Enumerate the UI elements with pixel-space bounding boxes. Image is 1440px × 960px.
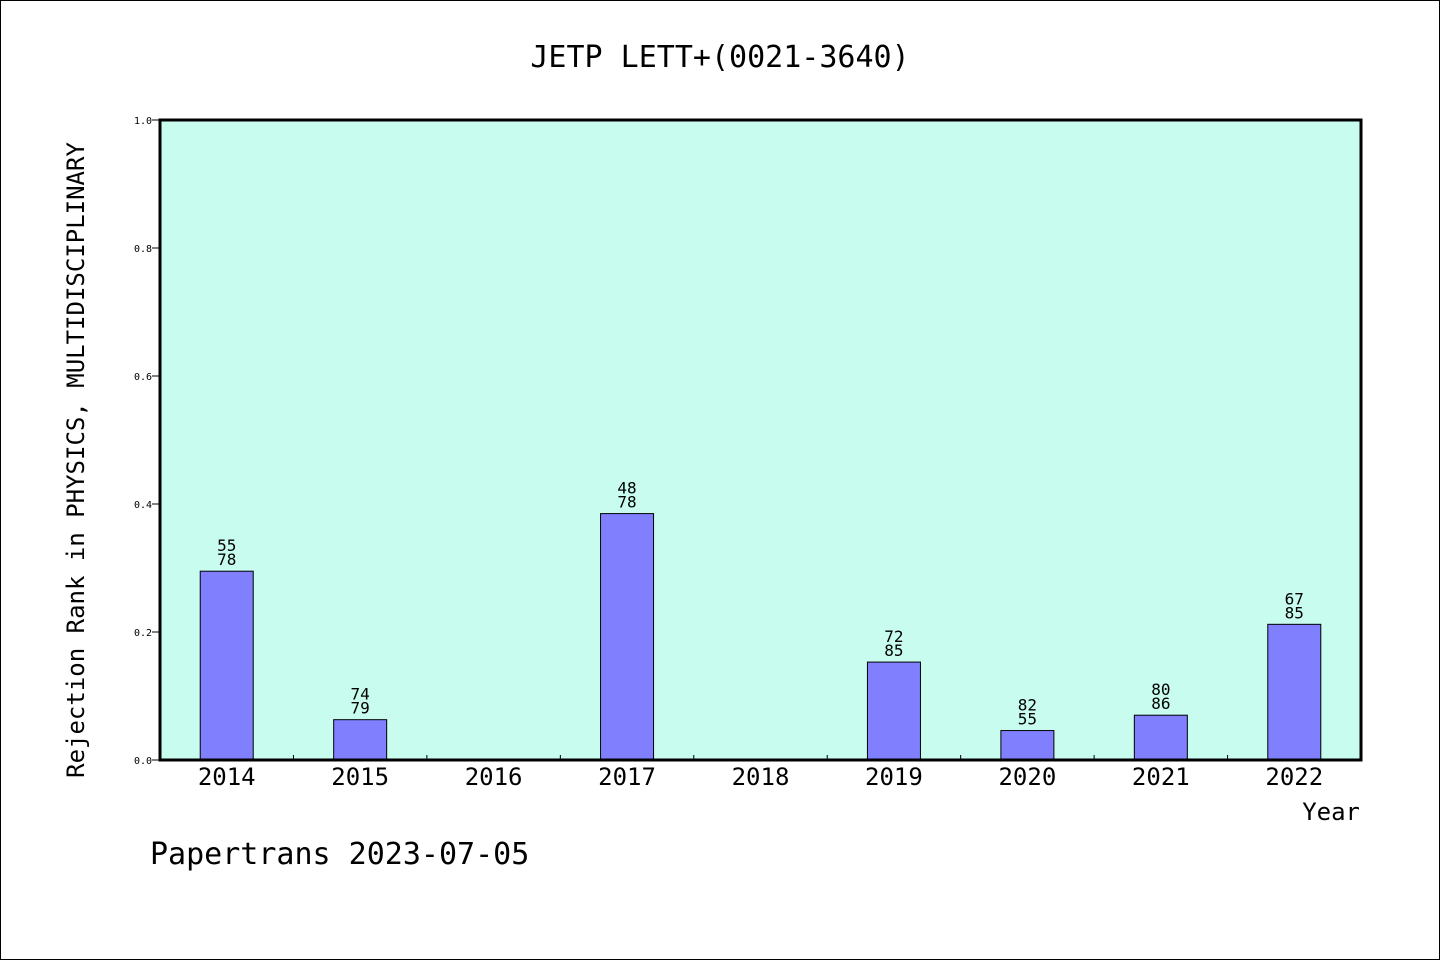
y-tick-label: 0.4 [134, 500, 152, 511]
chart-title: JETP LETT+(0021-3640) [530, 40, 909, 75]
y-axis-ticks: 0.0 0.2 0.4 0.6 0.8 1.0 [134, 116, 160, 767]
bar-label-total-2019: 85 [884, 641, 903, 660]
bar-label-rank-2015: 74 [351, 685, 370, 704]
bar-label-rank-2022: 67 [1285, 589, 1304, 608]
bar-2021 [1133, 714, 1188, 761]
y-tick-label: 0.0 [134, 756, 152, 767]
bar-label-rank-2020: 82 [1018, 696, 1037, 715]
bar-2019 [866, 661, 921, 761]
bar-label-total-2017: 78 [617, 493, 636, 512]
bar-2022 [1267, 623, 1322, 761]
bar-2014 [199, 570, 254, 761]
plot-area [160, 120, 1361, 760]
bar-2015 [333, 719, 388, 761]
y-tick-label: 1.0 [134, 116, 152, 127]
x-tick-label-2019: 2019 [865, 763, 923, 791]
bars-group [199, 513, 1322, 761]
x-tick-label-2016: 2016 [465, 763, 523, 791]
bar-label-rank-2021: 80 [1151, 680, 1170, 699]
bar-label-total-2015: 79 [351, 699, 370, 718]
y-tick-label: 0.6 [134, 372, 152, 383]
y-tick-label: 0.8 [134, 244, 152, 255]
y-tick-label: 0.2 [134, 628, 152, 639]
bar-label-total-2014: 78 [217, 550, 236, 569]
x-axis-ticks: 2014 2015 2016 2017 2018 2019 2020 2021 2022 [198, 755, 1323, 791]
footer-stamp: Papertrans 2023-07-05 [150, 837, 529, 872]
x-tick-label-2022: 2022 [1265, 763, 1323, 791]
bar-label-total-2021: 86 [1151, 694, 1170, 713]
bar-label-total-2020: 55 [1018, 710, 1037, 729]
x-tick-label-2020: 2020 [998, 763, 1056, 791]
plot-border [158, 118, 1363, 762]
bar-label-rank-2014: 55 [217, 536, 236, 555]
x-tick-label-2017: 2017 [598, 763, 656, 791]
x-axis-label: Year [1302, 798, 1360, 826]
bar-label-total-2022: 85 [1285, 603, 1304, 622]
bar-label-rank-2019: 72 [884, 627, 903, 646]
x-tick-label-2014: 2014 [198, 763, 256, 791]
x-tick-label-2021: 2021 [1132, 763, 1190, 791]
bar-2020 [1000, 730, 1055, 761]
x-tick-label-2015: 2015 [331, 763, 389, 791]
y-axis-label: Rejection Rank in PHYSICS, MULTIDISCIPLI… [62, 142, 90, 778]
bar-label-rank-2017: 48 [617, 479, 636, 498]
bar-2017 [600, 513, 655, 761]
x-tick-label-2018: 2018 [732, 763, 790, 791]
